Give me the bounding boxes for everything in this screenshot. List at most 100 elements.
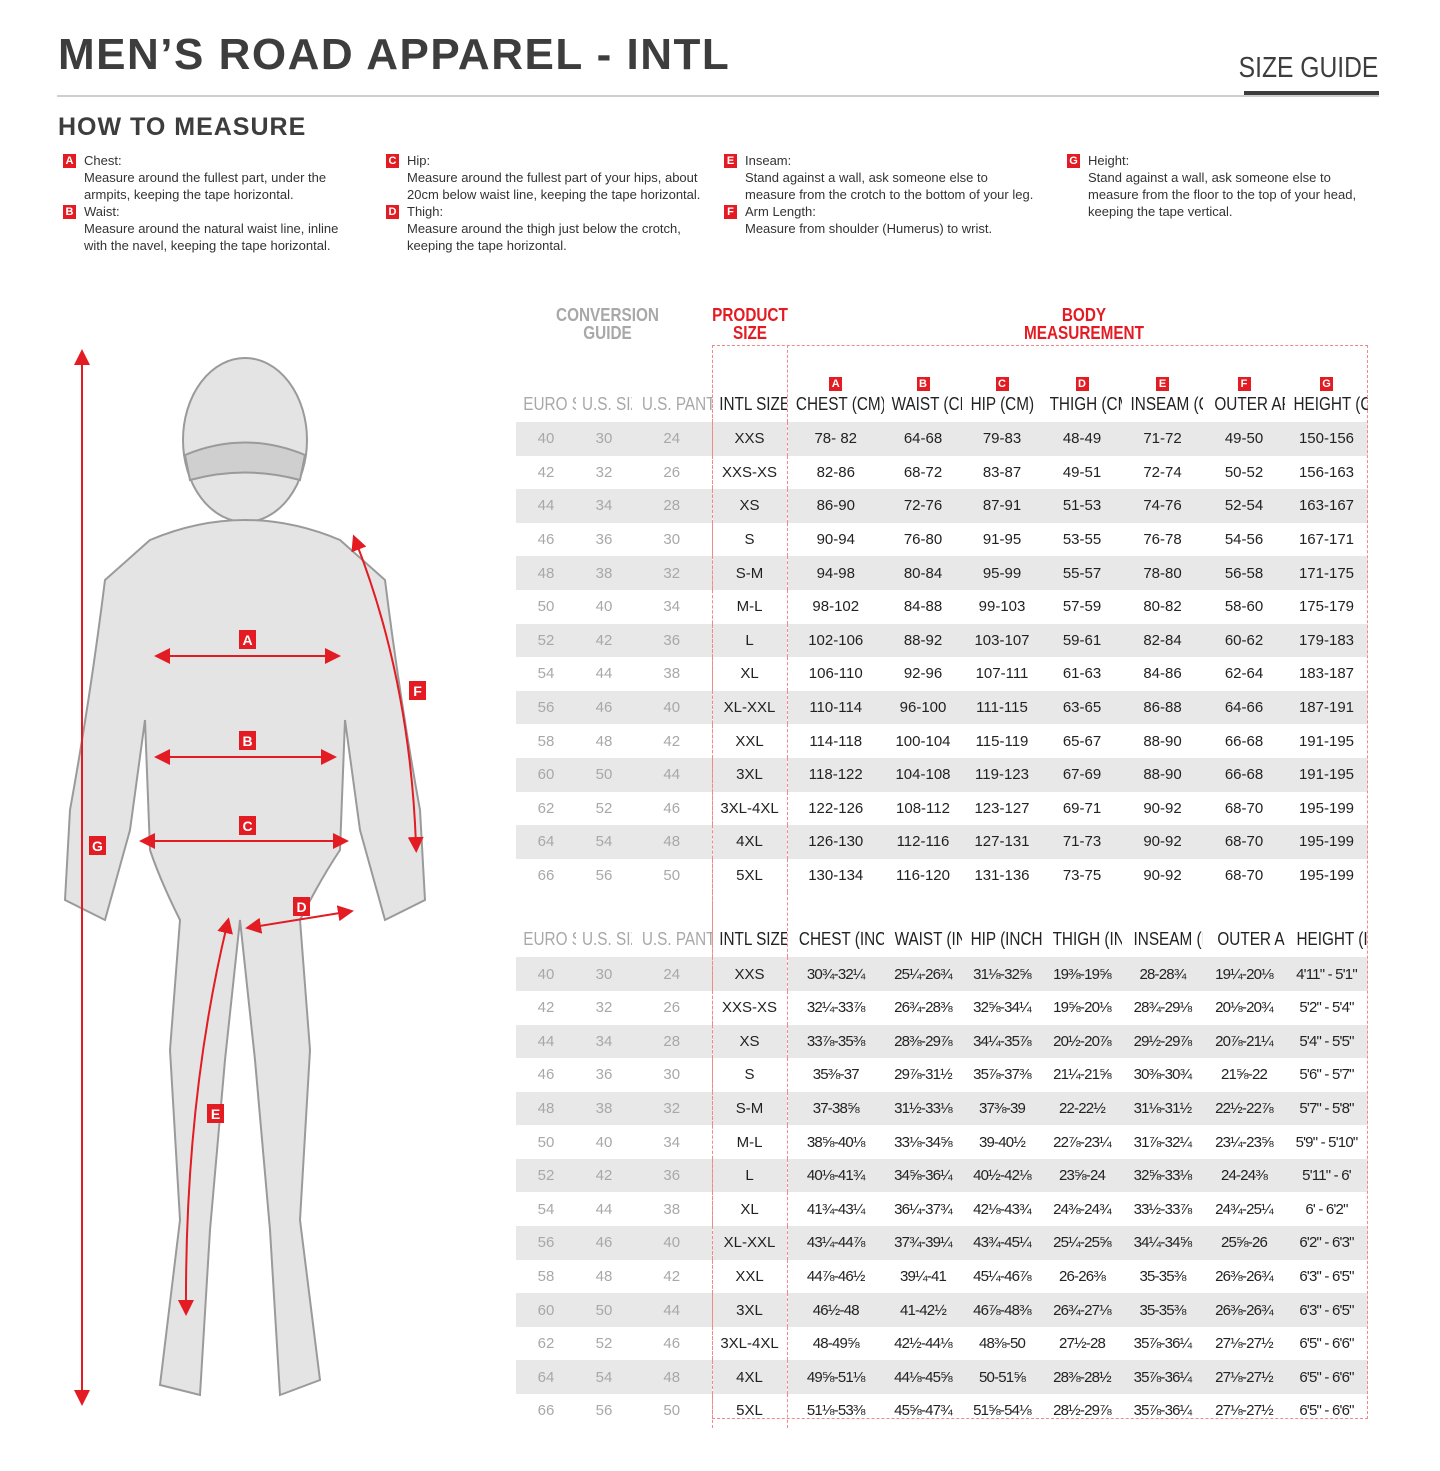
header-row: EURO SIZE U.S. SIZE U.S. PANT SIZE INTL SIZ… xyxy=(516,892,1368,958)
cell-waist: 28⅜-29⅞ xyxy=(884,1024,962,1059)
cell-us-size: 42 xyxy=(576,623,632,658)
table-row: 50 40 34 M-L 38⅝-40⅛ 33⅛-34⅝ 39-40½ 22⅞-23¼ 31⅞-… xyxy=(516,1125,1368,1159)
cell-chest: 44⅞-46½ xyxy=(806,1267,866,1285)
cell-outer-arm: 49-50 xyxy=(1203,422,1285,456)
header-hip: HIP (INCHES) xyxy=(962,892,1042,957)
cell-us-pant-size: 48 xyxy=(632,1360,712,1395)
table-row: 58 48 42 XXL 44⅞-46½ 39¼-41 45¼-46⅞ 26-26⅜ 35-35… xyxy=(516,1259,1368,1294)
cell-us-pant-size: 30 xyxy=(663,1066,681,1084)
cell-us-size: 32 xyxy=(595,999,613,1017)
cell-us-pant-size: 36 xyxy=(632,1158,712,1193)
cell-us-size: 44 xyxy=(595,1200,613,1218)
cell-chest: 98-102 xyxy=(812,598,860,616)
cell-euro-size: 56 xyxy=(516,1226,576,1260)
cell-inseam: 34¼-34⅝ xyxy=(1122,1226,1203,1260)
cell-thigh: 25¼-25⅝ xyxy=(1042,1226,1122,1260)
header-label: CHEST (CM) xyxy=(795,394,884,414)
cell-hip: 115-119 xyxy=(975,732,1029,750)
header-label: EURO SIZE xyxy=(523,394,576,414)
cell-height: 5'7" - 5'8" xyxy=(1285,1091,1368,1126)
cell-us-size: 46 xyxy=(576,690,632,725)
cell-height: 6'3" - 6'5" xyxy=(1285,1293,1368,1327)
cell-thigh: 67-69 xyxy=(1042,757,1122,792)
cell-us-pant-size: 38 xyxy=(663,1200,681,1218)
table-row: 46 36 30 S 35⅜-37 29⅞-31½ 35⅞-37⅜ 21¼-21⅝ 30⅜-30… xyxy=(516,1058,1368,1092)
cell-height: 6'3" - 6'5" xyxy=(1299,1267,1354,1285)
cell-intl-size: S xyxy=(711,522,788,557)
table-row: 54 44 38 XL 106-110 92-96 107-111 61-63 84-86 62-… xyxy=(516,657,1368,691)
cell-inseam: 72-74 xyxy=(1143,463,1182,481)
table-row: 60 50 44 3XL 118-122 104-108 119-123 67-69 88-90… xyxy=(516,757,1368,792)
cell-height: 150-156 xyxy=(1285,422,1368,456)
cell-euro-size: 56 xyxy=(516,690,576,725)
cell-chest: 114-118 xyxy=(809,732,863,750)
cell-outer-arm: 24¾-25¼ xyxy=(1215,1200,1274,1218)
table-row: 48 38 32 S-M 94-98 80-84 95-99 55-57 78-80 56-58 1… xyxy=(516,556,1368,590)
cell-us-pant-size: 50 xyxy=(663,1402,681,1420)
cell-outer-arm: 66-68 xyxy=(1203,757,1285,792)
cell-us-size: 54 xyxy=(576,825,632,859)
cell-height: 6'2" - 6'3" xyxy=(1285,1226,1368,1260)
cell-euro-size: 50 xyxy=(537,1133,555,1151)
header-label: INTL SIZE xyxy=(718,394,787,414)
cell-euro-size: 44 xyxy=(516,489,576,523)
body-measurement-heading: BODY MEASUREMENT xyxy=(1024,305,1144,343)
cell-height: 5'4" - 5'5" xyxy=(1285,1024,1368,1059)
rider-silhouette xyxy=(63,357,427,1397)
cell-thigh: 48-49 xyxy=(1042,422,1122,456)
cell-euro-size: 64 xyxy=(516,1360,576,1395)
cell-intl-size: XS xyxy=(711,1024,788,1059)
cell-euro-size: 46 xyxy=(537,531,555,549)
cell-waist: 44⅛-45⅝ xyxy=(884,1360,962,1395)
cell-thigh: 20½-20⅞ xyxy=(1042,1024,1122,1059)
cell-inseam: 31⅞-32¼ xyxy=(1133,1133,1193,1151)
cell-thigh: 22-22½ xyxy=(1042,1091,1122,1126)
cell-euro-size: 64 xyxy=(516,825,576,859)
cell-outer-arm: 64-66 xyxy=(1203,690,1285,725)
header-label: WAIST (CM) xyxy=(891,394,962,414)
cell-waist: 33⅛-34⅝ xyxy=(894,1133,953,1151)
cell-us-pant-size: 42 xyxy=(663,1267,681,1285)
table-row: 52 42 36 L 102-106 88-92 103-107 59-61 82-84 60-6… xyxy=(516,623,1368,658)
cell-height: 167-171 xyxy=(1298,531,1355,549)
cell-inseam: 71-72 xyxy=(1122,422,1203,456)
instruction-waist: B Waist: Measure around the natural waist … xyxy=(60,203,350,254)
cell-us-pant-size: 36 xyxy=(632,623,712,658)
size-table: EURO SIZE U.S. SIZE U.S. PANT SIZE INTL SIZ… xyxy=(516,345,1368,1428)
cell-waist: 80-84 xyxy=(884,556,962,590)
cell-us-pant-size: 26 xyxy=(663,463,681,481)
cell-chest: 90-94 xyxy=(816,531,855,549)
cell-euro-size: 66 xyxy=(537,1402,555,1420)
cell-inseam: 32⅝-33⅛ xyxy=(1122,1158,1203,1193)
cell-hip: 37⅜-39 xyxy=(962,1091,1042,1126)
cell-euro-size: 58 xyxy=(537,732,555,750)
cell-us-size: 42 xyxy=(576,1158,632,1193)
cell-chest: 94-98 xyxy=(787,556,884,590)
cell-thigh: 73-75 xyxy=(1062,867,1102,885)
cell-us-pant-size: 48 xyxy=(632,825,712,859)
cell-waist: 104-108 xyxy=(884,757,962,792)
cell-hip: 95-99 xyxy=(962,556,1042,590)
cell-inseam: 28-28¾ xyxy=(1122,957,1203,991)
cell-us-size: 54 xyxy=(576,1360,632,1395)
table-row: 56 46 40 XL-XXL 43¼-44⅞ 37¾-39¼ 43¾-45¼ 25¼-25⅝… xyxy=(516,1226,1368,1260)
header-label: U.S. SIZE xyxy=(582,929,632,950)
cell-height: 5'2" - 5'4" xyxy=(1299,999,1354,1017)
badge-c: C xyxy=(386,154,399,168)
cell-inseam: 88-90 xyxy=(1143,732,1182,750)
cell-height: 183-187 xyxy=(1298,665,1355,683)
cell-inseam: 76-78 xyxy=(1143,531,1182,549)
cell-intl-size: L xyxy=(711,1158,788,1193)
cell-chest: 46½-48 xyxy=(787,1293,884,1327)
cell-us-pant-size: 44 xyxy=(632,1293,712,1327)
cell-us-size: 30 xyxy=(576,422,632,456)
cell-inseam: 82-84 xyxy=(1122,623,1203,658)
cell-hip: 83-87 xyxy=(982,463,1022,481)
cell-hip: 91-95 xyxy=(982,531,1022,549)
cell-thigh: 24⅜-24¾ xyxy=(1053,1200,1112,1218)
header-label: HIP (INCHES) xyxy=(970,929,1042,950)
cell-chest: 38⅝-40⅛ xyxy=(806,1133,866,1151)
header-outer-arm: F OUTER ARM (CM) xyxy=(1203,345,1285,422)
cell-inseam: 90-92 xyxy=(1143,867,1182,885)
cell-thigh: 49-51 xyxy=(1062,463,1102,481)
